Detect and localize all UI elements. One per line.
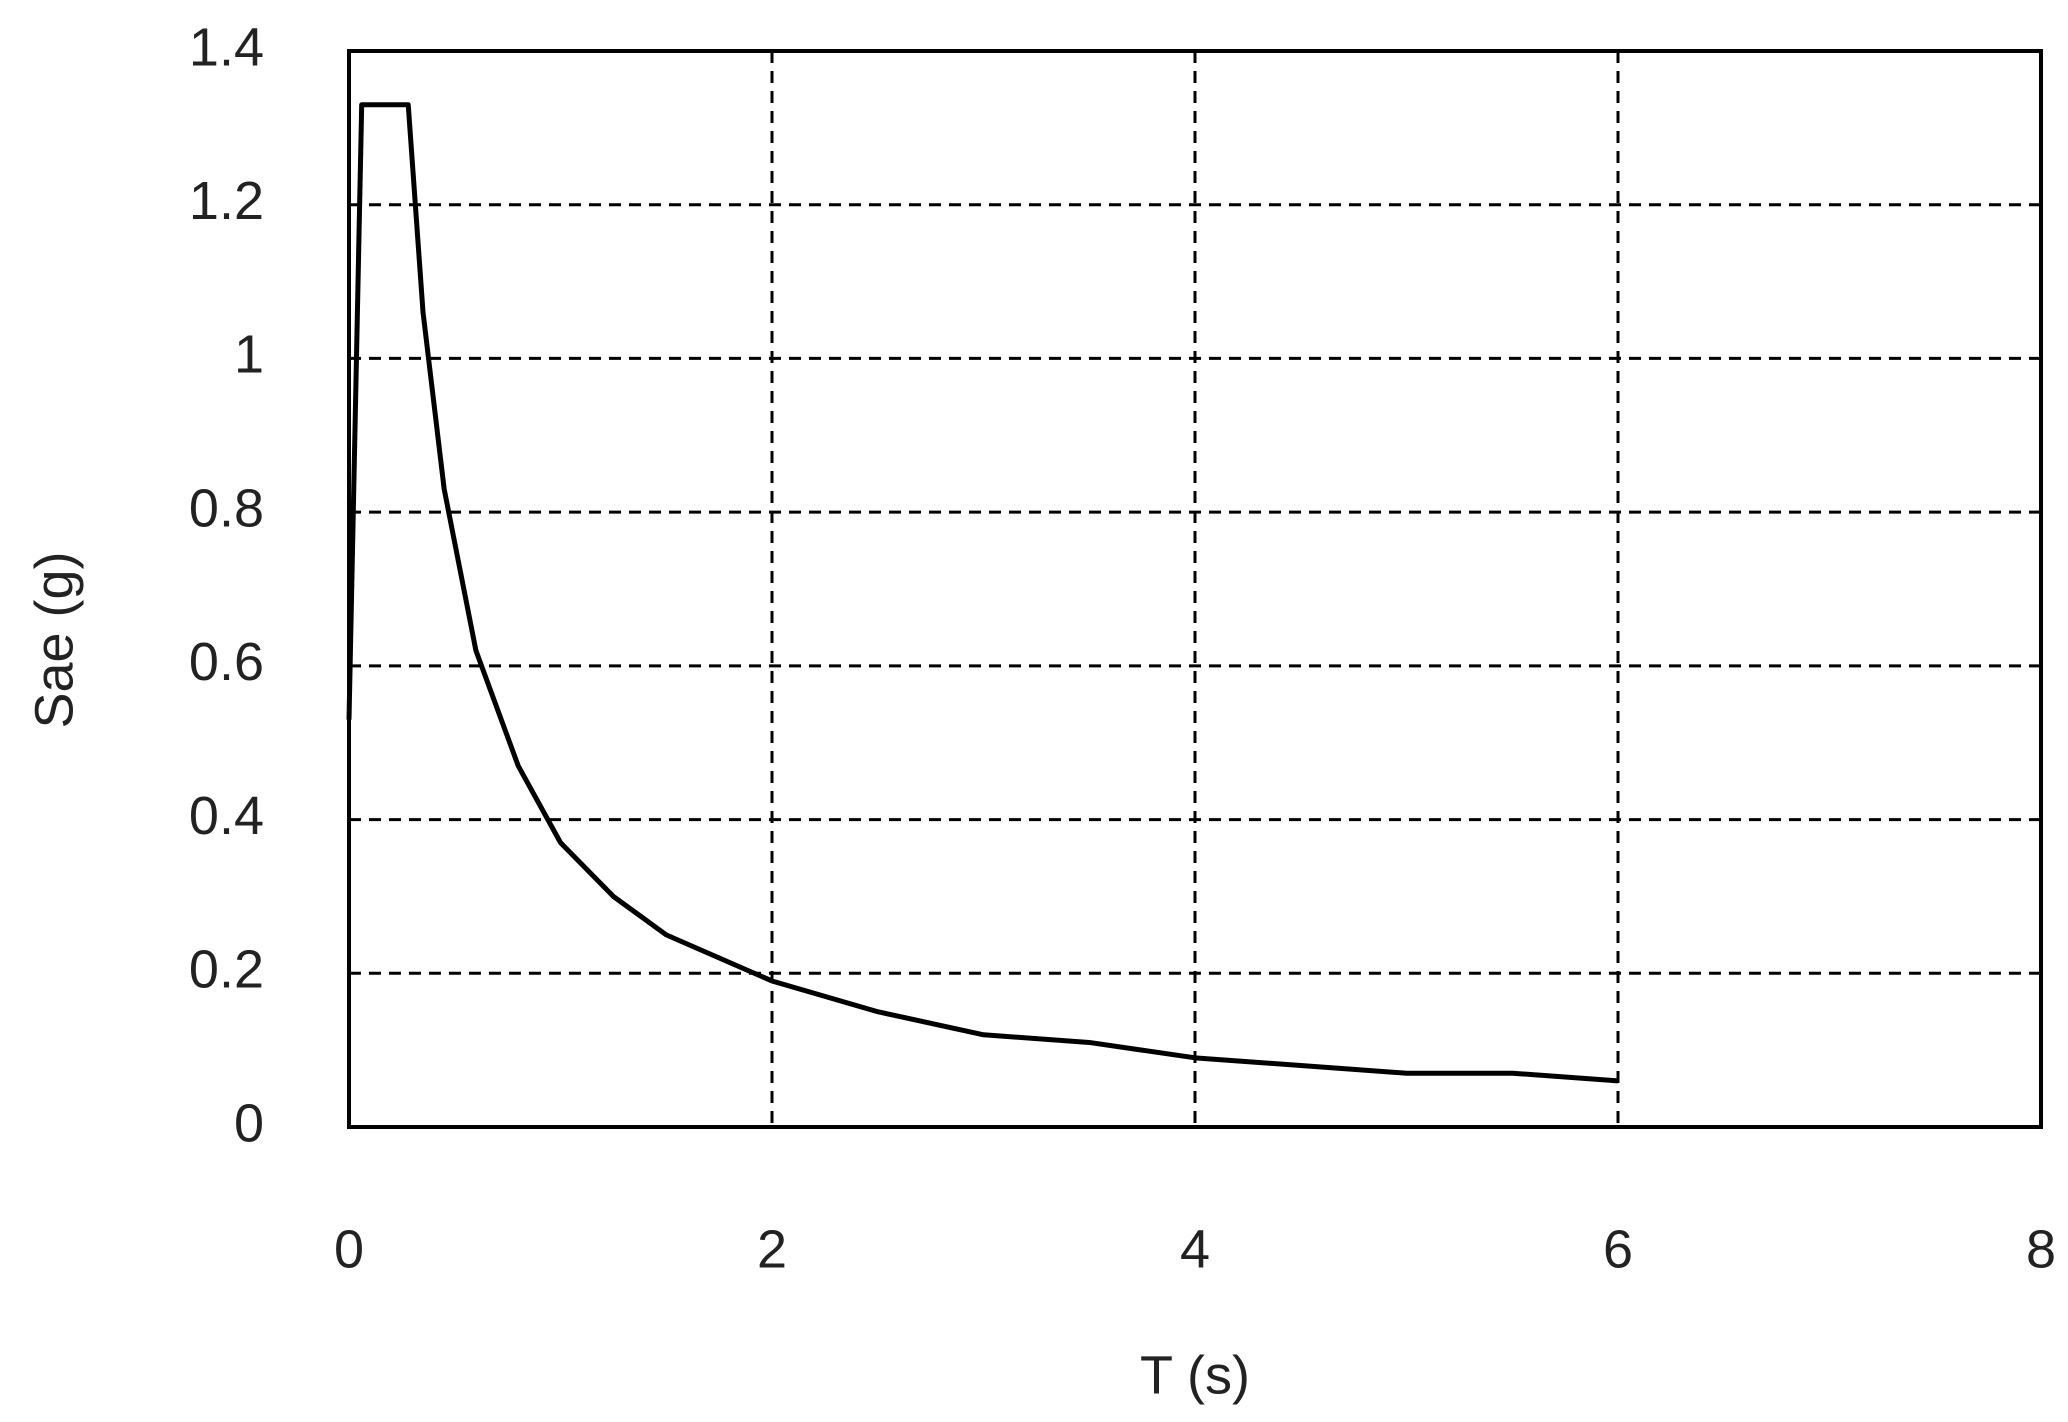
y-axis-label: Sae (g) — [24, 551, 84, 728]
y-tick-label: 0.2 — [189, 940, 264, 1000]
x-tick-label: 4 — [1180, 1219, 1210, 1279]
data-line — [346, 102, 1619, 1084]
y-tick-label: 0.4 — [189, 786, 264, 846]
x-tick-label: 6 — [1603, 1219, 1633, 1279]
x-tick-label: 0 — [334, 1219, 364, 1279]
y-tick-label: 0.6 — [189, 632, 264, 692]
y-tick-label: 1 — [234, 325, 264, 385]
plot-frame — [347, 49, 2043, 1129]
y-tick-label: 1.4 — [189, 17, 264, 77]
y-tick-label: 1.2 — [189, 171, 264, 231]
y-tick-label: 0 — [234, 1093, 264, 1153]
x-axis-label: T (s) — [1140, 1345, 1250, 1405]
x-tick-label: 2 — [757, 1219, 787, 1279]
y-tick-label: 0.8 — [189, 478, 264, 538]
x-tick-label: 8 — [2026, 1219, 2056, 1279]
